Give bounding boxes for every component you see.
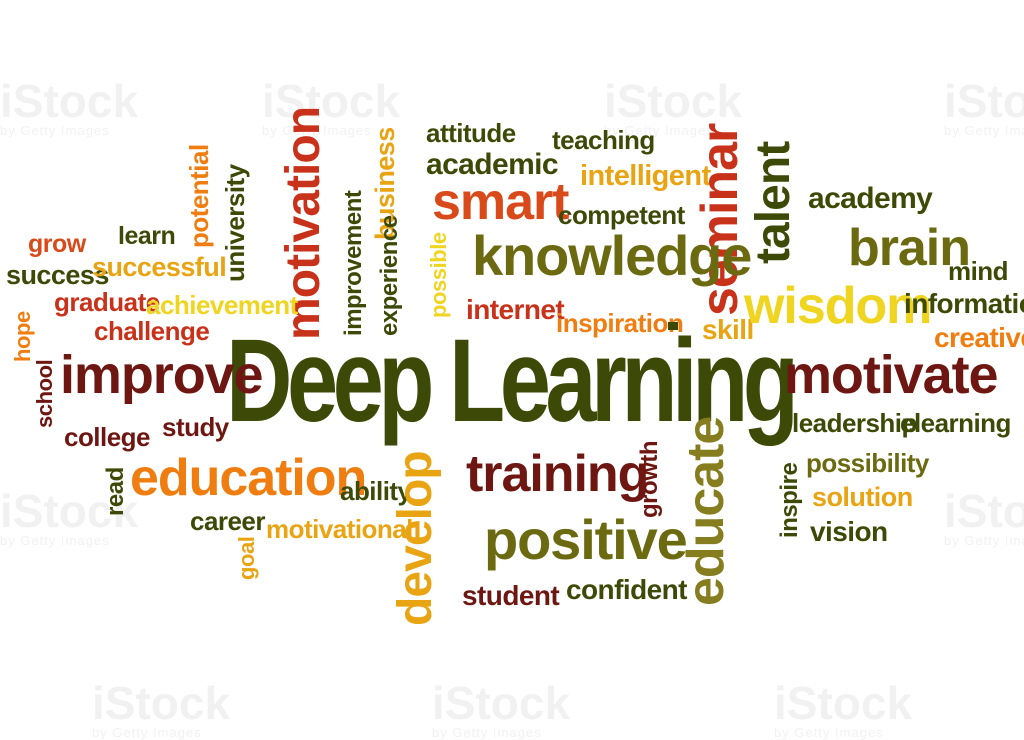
word-potential: potential (184, 144, 214, 248)
word-possibility: possibility (806, 448, 929, 478)
word-student: student (462, 580, 560, 611)
word-leadership: leadership (792, 408, 917, 438)
word-education: education (130, 449, 367, 507)
word-possible: possible (426, 232, 451, 318)
word-hope: hope (10, 311, 35, 362)
word-academic: academic (426, 148, 559, 181)
word-read: read (102, 467, 129, 516)
word-challenge: challenge (94, 316, 210, 346)
word-confident: confident (566, 574, 688, 605)
word-vision: vision (810, 516, 888, 547)
word-successful: successful (92, 252, 227, 282)
word-grow: grow (28, 230, 86, 258)
word-motivational: motivational (266, 514, 413, 544)
word-improvement: improvement (340, 190, 367, 336)
word-academy: academy (808, 182, 933, 215)
word-training: training (466, 445, 649, 503)
word-motivate: motivate (784, 345, 999, 405)
word-mind: mind (948, 256, 1009, 286)
word-educate: educate (677, 416, 735, 606)
word-achievement: achievement (146, 290, 298, 320)
word-wisdom: wisdom (744, 277, 932, 335)
word-brain: brain (848, 219, 971, 277)
word-creative: creative (934, 322, 1024, 353)
word-inspiration: inspiration (556, 308, 684, 338)
word-smart: smart (432, 173, 569, 231)
word-inspire: inspire (776, 462, 803, 538)
word-skill: skill (702, 314, 754, 345)
word-improve: improve (60, 345, 264, 405)
word-seminar: seminar (691, 123, 749, 316)
word-competent: competent (558, 200, 685, 230)
word-experience: experience (376, 215, 403, 336)
word-solution: solution (812, 482, 913, 512)
word-attitude: attitude (426, 118, 516, 148)
word-learn: learn (118, 222, 176, 250)
title-word: Deep Learning (226, 315, 799, 447)
word-ability: ability (340, 476, 412, 506)
word-school: school (32, 359, 57, 428)
word-develop: develop (389, 451, 442, 626)
word-information: information (904, 288, 1024, 319)
word-graduate: graduate (54, 287, 160, 317)
word-talent: talent (747, 141, 800, 264)
word-elearning: elearning (900, 408, 1011, 438)
separator-mark (668, 322, 678, 330)
word-growth: growth (636, 440, 663, 518)
word-intelligent: intelligent (580, 160, 711, 192)
word-internet: internet (466, 294, 565, 325)
word-study: study (162, 412, 229, 442)
word-college: college (64, 422, 150, 452)
word-career: career (190, 506, 265, 536)
word-knowledge: knowledge (472, 224, 752, 287)
word-teaching: teaching (552, 125, 655, 155)
word-goal: goal (234, 536, 259, 580)
word-success: success (6, 260, 109, 290)
word-positive: positive (484, 508, 688, 571)
